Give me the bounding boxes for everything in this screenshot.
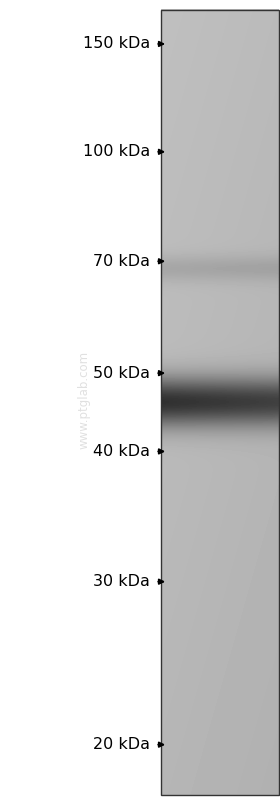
Text: 30 kDa: 30 kDa <box>93 574 150 589</box>
Text: www.ptglab.com: www.ptglab.com <box>78 351 90 448</box>
Text: 50 kDa: 50 kDa <box>93 366 150 380</box>
Text: 70 kDa: 70 kDa <box>93 254 150 268</box>
Text: 100 kDa: 100 kDa <box>83 145 150 159</box>
Text: 40 kDa: 40 kDa <box>93 444 150 459</box>
Bar <box>161 10 279 795</box>
Text: 150 kDa: 150 kDa <box>83 37 150 51</box>
Text: 20 kDa: 20 kDa <box>93 737 150 752</box>
